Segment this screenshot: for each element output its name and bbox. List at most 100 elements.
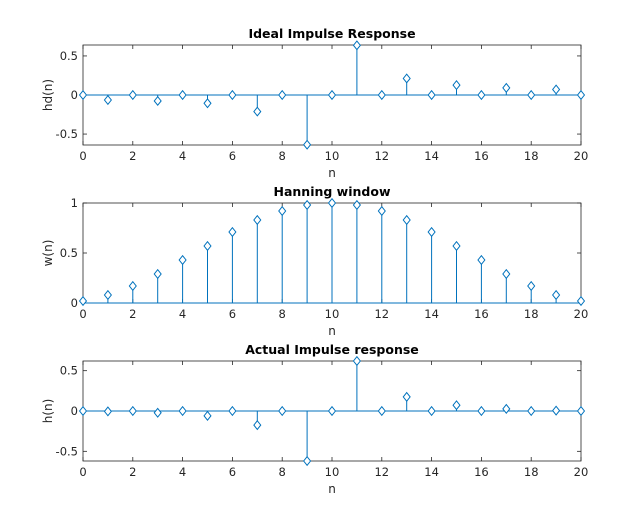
stem-marker (228, 226, 237, 238)
stem-marker (527, 280, 536, 292)
stem-marker (377, 405, 386, 417)
x-tick-label: 4 (179, 465, 186, 479)
stem-marker (576, 405, 586, 417)
stem-marker (78, 405, 88, 417)
stem-marker (103, 406, 112, 417)
stem-marker (178, 89, 187, 101)
x-tick-label: 8 (279, 307, 286, 321)
y-axis-label: h(n) (41, 399, 55, 424)
x-tick-label: 16 (474, 307, 489, 321)
stem-marker (527, 405, 536, 417)
stem-marker (502, 268, 511, 280)
stem-marker (303, 139, 312, 150)
subplot-title: Hanning window (274, 184, 391, 199)
stem-marker (178, 405, 187, 417)
x-tick-label: 12 (374, 465, 389, 479)
stem-marker (427, 226, 436, 238)
subplot-actual-impulse-response: Actual Impulse response n h(n) 0 2 4 6 8 10 12… (41, 342, 588, 496)
x-tick-label: 14 (424, 465, 439, 479)
x-tick-label: 14 (424, 149, 439, 163)
stem-marker (427, 89, 436, 101)
stem-marker (153, 95, 162, 107)
x-tick-label: 18 (524, 307, 539, 321)
stem-marker (278, 405, 287, 417)
stem-marker (527, 89, 536, 101)
x-tick-label: 2 (129, 149, 136, 163)
stem-marker (303, 455, 312, 467)
x-tick-label: 12 (374, 307, 389, 321)
x-tick-label: 20 (574, 465, 589, 479)
x-tick-label: 20 (574, 307, 589, 321)
x-axis-label: n (328, 166, 336, 180)
stem-marker (203, 98, 212, 109)
x-tick-label: 4 (179, 307, 186, 321)
x-tick-label: 20 (574, 149, 589, 163)
stem-marker (128, 280, 137, 292)
tick-group: 0 2 4 6 8 10 12 14 16 18 20-0.500.5 (56, 361, 589, 479)
stem-marker (203, 410, 212, 421)
y-axis-label: w(n) (41, 240, 55, 267)
stem-marker (402, 73, 411, 84)
stem-marker (303, 199, 312, 211)
stem-marker (427, 405, 436, 417)
subplot-title: Actual Impulse response (245, 342, 419, 357)
stem-marker (278, 89, 287, 101)
x-tick-label: 8 (279, 465, 286, 479)
x-tick-label: 10 (325, 149, 340, 163)
stem-series (78, 355, 586, 467)
x-tick-label: 16 (474, 149, 489, 163)
stem-marker (377, 89, 386, 101)
stem-marker (153, 268, 162, 280)
x-tick-label: 4 (179, 149, 186, 163)
stem-marker (552, 289, 561, 301)
x-tick-label: 18 (524, 465, 539, 479)
stem-series (78, 40, 586, 150)
x-tick-label: 6 (229, 465, 236, 479)
stem-marker (253, 106, 262, 117)
x-axis-label: n (328, 324, 336, 338)
stem-marker (203, 240, 212, 252)
stem-marker (78, 89, 88, 101)
stem-marker (477, 405, 486, 417)
y-tick-label: 0 (71, 404, 78, 418)
stem-marker (452, 79, 461, 91)
x-tick-label: 6 (229, 307, 236, 321)
x-tick-label: 14 (424, 307, 439, 321)
stem-marker (402, 214, 411, 226)
y-tick-label: 0.5 (60, 364, 78, 378)
stem-marker (228, 405, 237, 417)
stem-marker (352, 355, 361, 367)
x-tick-label: 2 (129, 465, 136, 479)
y-tick-label: 1 (71, 196, 78, 210)
subplot-hanning-window: Hanning window n w(n) 0 2 4 6 8 10 12 14 16 18 20 0… (41, 184, 588, 338)
stem-marker (352, 199, 361, 211)
stem-marker (352, 40, 361, 51)
x-tick-label: 0 (79, 465, 86, 479)
stem-marker (502, 82, 511, 93)
y-tick-label: 0.5 (60, 246, 78, 260)
stem-marker (552, 405, 561, 416)
y-axis-label: hd(n) (41, 79, 55, 111)
stem-marker (253, 420, 262, 431)
y-tick-label: 0.5 (60, 49, 78, 63)
y-tick-label: -0.5 (56, 127, 78, 141)
stem-marker (228, 89, 237, 101)
x-tick-label: 0 (79, 149, 86, 163)
x-tick-label: 0 (79, 307, 86, 321)
x-tick-label: 18 (524, 149, 539, 163)
stem-marker (327, 197, 337, 209)
x-tick-label: 2 (129, 307, 136, 321)
stem-marker (452, 400, 461, 411)
x-tick-label: 10 (325, 465, 340, 479)
stem-marker (576, 295, 586, 307)
stem-marker (552, 84, 561, 95)
x-tick-label: 10 (325, 307, 340, 321)
stem-marker (477, 89, 486, 101)
stem-marker (327, 405, 337, 417)
x-tick-label: 12 (374, 149, 389, 163)
stem-marker (452, 240, 461, 252)
stem-marker (278, 205, 287, 217)
stem-marker (103, 94, 112, 106)
stem-marker (377, 205, 386, 217)
